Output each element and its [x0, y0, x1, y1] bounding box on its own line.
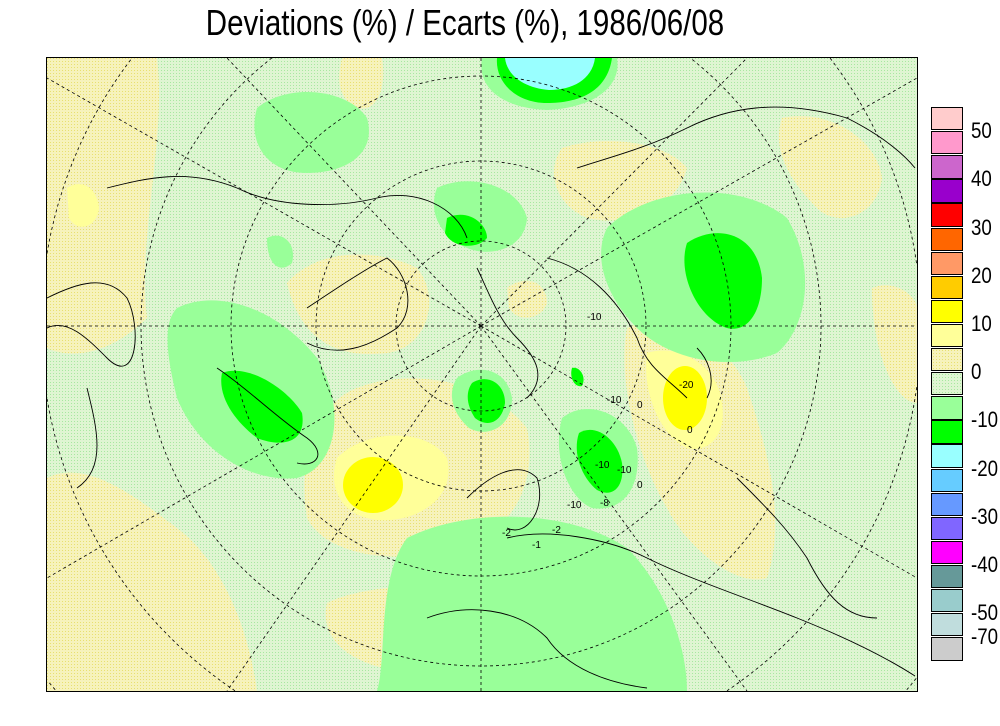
latitude-circle	[395, 240, 567, 412]
map-title: Deviations (%) / Ecarts (%), 1986/06/08	[205, 2, 725, 43]
legend-label: 50	[971, 118, 992, 144]
legend-swatch	[931, 396, 963, 420]
legend-swatch	[931, 492, 963, 516]
legend-swatch	[931, 468, 963, 492]
contour-labels: -10 -10 -20 0 -10 -10 -8 -10 0 -2 -1 0 -…	[502, 312, 694, 551]
legend-swatch	[931, 275, 963, 300]
legend-swatch	[931, 299, 963, 324]
legend-swatch	[931, 540, 963, 565]
contour-label: -20	[679, 380, 694, 391]
grid-line	[226, 325, 482, 691]
contour-label: -10	[567, 500, 582, 511]
contour-label: -2	[552, 525, 561, 536]
latitude-circle	[48, 681, 56, 690]
legend-swatch	[931, 372, 963, 396]
legend-label: -50	[971, 600, 999, 626]
contour-label: -10	[617, 465, 632, 476]
legend-label: -10	[971, 407, 999, 433]
legend-swatch	[931, 227, 963, 251]
contour-label: -8	[600, 498, 609, 509]
contour-label: -10	[587, 312, 602, 323]
legend-label: -70	[971, 624, 999, 650]
legend-swatch	[931, 155, 963, 179]
latitude-circle	[906, 678, 917, 690]
legend-label: -40	[971, 551, 999, 577]
contour-label: 0	[637, 480, 643, 491]
contour-label: -10	[607, 395, 622, 406]
legend-swatch	[931, 323, 963, 348]
contour-label: -2	[502, 528, 511, 539]
latitude-circle	[230, 75, 732, 577]
coastlines	[47, 106, 916, 689]
legend-label: -30	[971, 503, 999, 529]
latitude-circle	[315, 160, 647, 492]
grid-line	[480, 58, 748, 327]
legend-swatch	[931, 589, 963, 613]
positive-10-20-regions	[343, 366, 707, 513]
legend-swatch	[931, 348, 963, 372]
legend-label: 20	[971, 262, 992, 288]
legend-swatch	[931, 251, 963, 275]
legend-swatch	[931, 179, 963, 203]
legend-swatch	[931, 420, 963, 444]
legend-label: 10	[971, 310, 992, 336]
latitude-circle	[140, 58, 822, 667]
contour-label: 0	[687, 425, 693, 436]
latitude-circle	[726, 387, 917, 691]
legend-label: 0	[971, 359, 982, 385]
legend-swatch	[931, 516, 963, 541]
contour-label: 0	[637, 400, 643, 411]
legend-label: 40	[971, 166, 992, 192]
contour-label: -1	[532, 540, 541, 551]
legend-swatch	[931, 564, 963, 589]
minus20-30-regions	[505, 58, 595, 90]
legend-label: 30	[971, 214, 992, 240]
legend-swatch	[931, 613, 963, 637]
legend-swatch	[931, 203, 963, 227]
map-plot: -10 -10 -20 0 -10 -10 -8 -10 0 -2 -1 0 -…	[46, 57, 918, 692]
contour-label: -10	[595, 460, 610, 471]
latitude-circle	[829, 58, 917, 265]
legend-swatch	[931, 107, 963, 131]
grid-line	[47, 77, 482, 327]
legend-label: -20	[971, 455, 999, 481]
legend-swatch	[931, 131, 963, 155]
graticule	[47, 58, 917, 691]
contour-map: -10 -10 -20 0 -10 -10 -8 -10 0 -2 -1 0 -…	[47, 58, 917, 691]
legend-swatch	[931, 637, 963, 661]
grid-line	[226, 58, 482, 327]
legend-swatch	[931, 444, 963, 468]
